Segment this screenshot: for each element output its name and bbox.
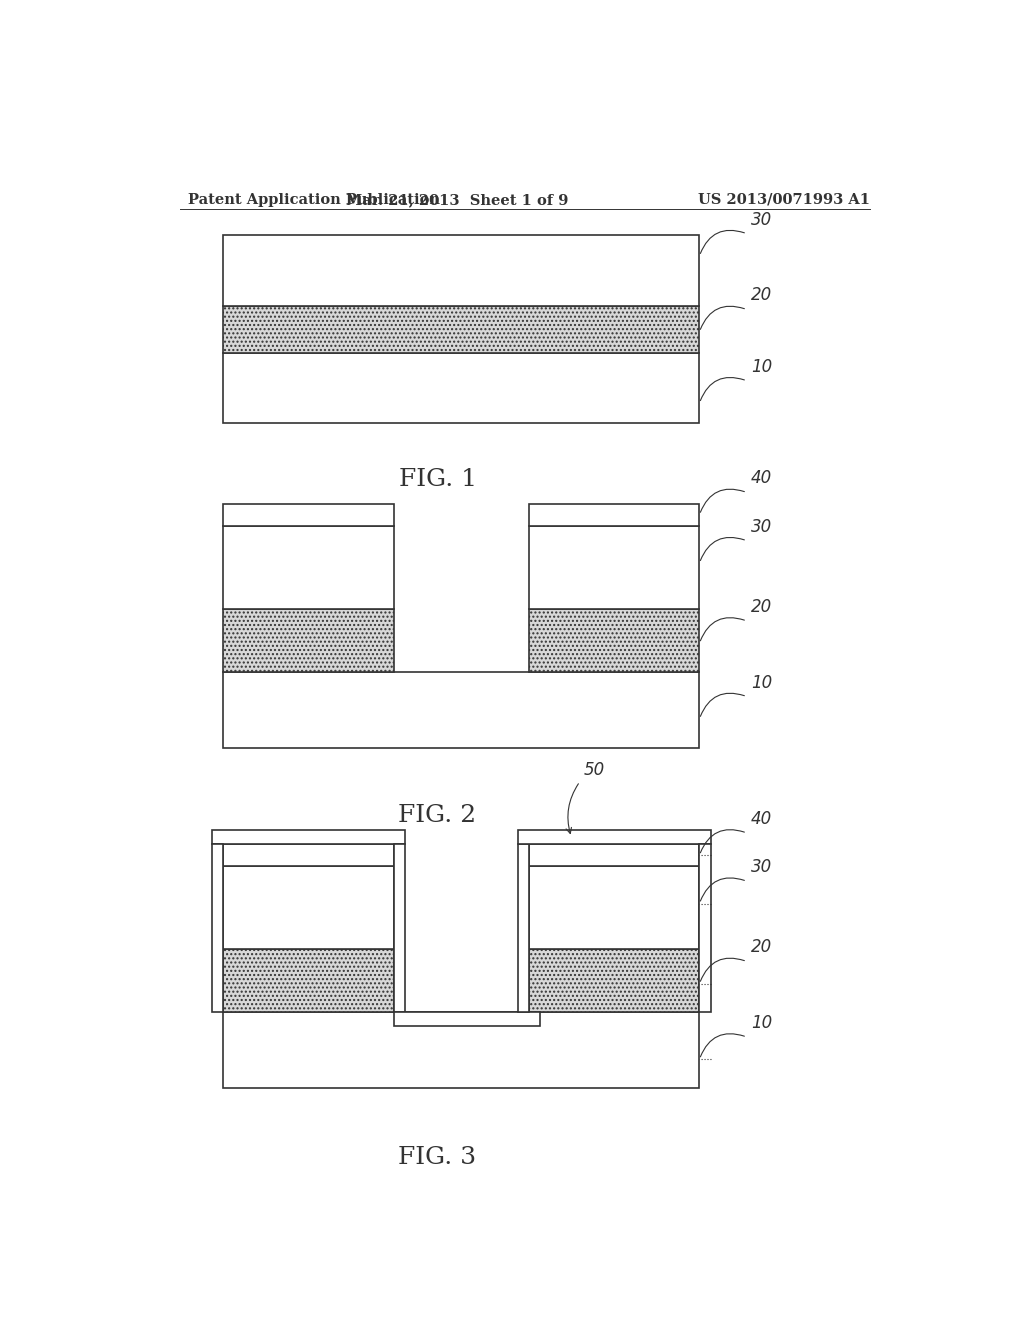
Bar	[223, 504, 394, 525]
Text: Patent Application Publication: Patent Application Publication	[187, 193, 439, 207]
Bar	[528, 845, 699, 866]
Bar	[223, 306, 699, 352]
Text: 20: 20	[751, 939, 772, 957]
Text: 30: 30	[751, 858, 772, 876]
Bar	[528, 609, 699, 672]
Bar	[223, 949, 394, 1012]
Bar	[223, 609, 394, 672]
Bar	[518, 845, 528, 1012]
Text: 30: 30	[751, 517, 772, 536]
Text: 40: 40	[751, 810, 772, 828]
Text: 10: 10	[751, 673, 772, 692]
Bar	[223, 866, 394, 949]
Bar	[528, 949, 699, 1012]
Text: FIG. 1: FIG. 1	[398, 469, 476, 491]
Bar	[212, 830, 404, 845]
Text: Mar. 21, 2013  Sheet 1 of 9: Mar. 21, 2013 Sheet 1 of 9	[346, 193, 568, 207]
Text: 10: 10	[751, 358, 772, 376]
Bar	[212, 845, 223, 1012]
Text: US 2013/0071993 A1: US 2013/0071993 A1	[698, 193, 870, 207]
Text: 50: 50	[584, 762, 605, 779]
Bar	[223, 352, 699, 422]
Bar	[528, 866, 699, 949]
Bar	[394, 845, 404, 1012]
Text: 20: 20	[751, 286, 772, 305]
Text: 40: 40	[751, 470, 772, 487]
Bar	[699, 845, 711, 1012]
Text: FIG. 3: FIG. 3	[398, 1146, 476, 1170]
Text: 20: 20	[751, 598, 772, 616]
Text: 10: 10	[751, 1014, 772, 1032]
Bar	[223, 235, 699, 306]
Bar	[223, 1012, 699, 1089]
Text: 30: 30	[751, 211, 772, 228]
Bar	[518, 830, 711, 845]
Bar	[223, 845, 394, 866]
Bar	[223, 525, 394, 609]
Text: FIG. 2: FIG. 2	[398, 804, 476, 826]
Bar	[528, 504, 699, 525]
Bar	[394, 1012, 540, 1027]
Bar	[528, 525, 699, 609]
Bar	[223, 672, 699, 748]
